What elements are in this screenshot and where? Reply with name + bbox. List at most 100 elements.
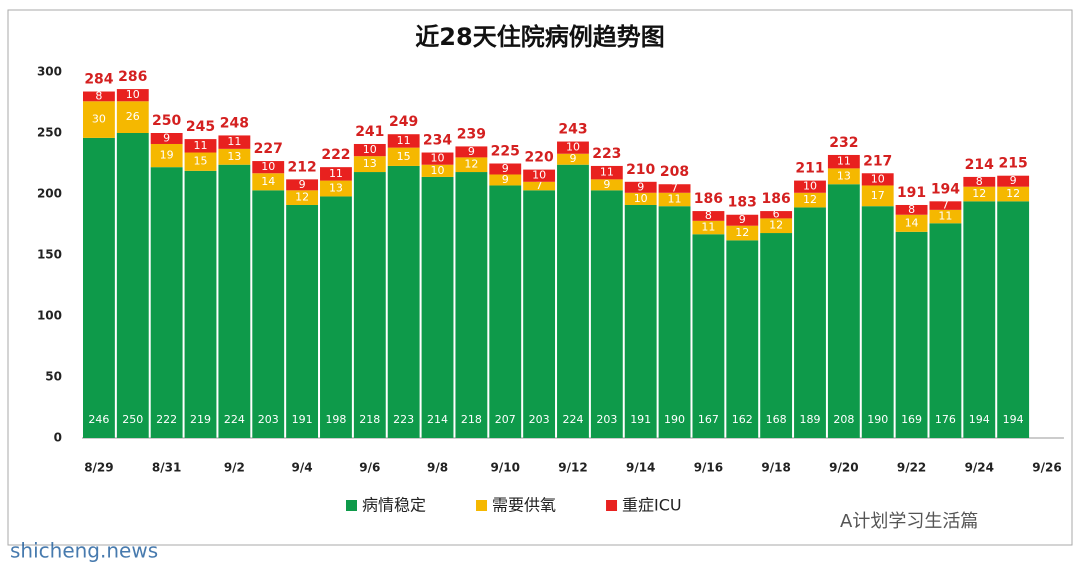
segment-label: 190	[867, 413, 888, 426]
segment-label: 208	[833, 413, 854, 426]
total-label: 284	[84, 72, 113, 88]
segment-label: 12	[769, 219, 783, 232]
segment-label: 168	[766, 413, 787, 426]
segment-label: 12	[972, 187, 986, 200]
x-tick-label: 9/12	[558, 461, 587, 475]
bar-segment	[963, 201, 996, 438]
bar-segment	[387, 134, 420, 148]
bar-segment	[794, 207, 826, 438]
segment-label: 11	[397, 134, 411, 147]
segment-label: 191	[630, 413, 651, 426]
bar-segment	[760, 211, 793, 219]
segment-label: 9	[1010, 174, 1017, 187]
segment-label: 9	[502, 173, 509, 186]
segment-label: 10	[431, 164, 445, 177]
bar-segment	[997, 201, 1030, 438]
x-tick-label: 9/6	[359, 461, 380, 475]
x-tick-label: 9/8	[427, 461, 448, 475]
bar-segment	[658, 184, 691, 193]
x-tick-label: 8/29	[84, 461, 113, 475]
bar-segment	[218, 148, 251, 165]
segment-label: 10	[871, 172, 885, 185]
x-tick-label: 9/14	[626, 461, 655, 475]
total-label: 239	[457, 126, 486, 142]
bar-segment	[184, 139, 217, 153]
bar-segment	[455, 157, 488, 173]
bar-segment	[489, 185, 522, 438]
x-tick-label: 9/16	[694, 461, 723, 475]
segment-label: 12	[1006, 187, 1020, 200]
bar-segment	[455, 172, 488, 439]
bar-segment	[557, 153, 589, 165]
bar-segment	[827, 168, 860, 185]
legend-swatch	[606, 500, 618, 511]
segment-label: 6	[773, 208, 780, 221]
total-label: 220	[524, 150, 553, 166]
bar-segment	[252, 161, 285, 174]
segment-label: 207	[495, 413, 516, 426]
segment-label: 224	[562, 413, 583, 426]
segment-label: 203	[258, 413, 279, 426]
segment-label: 11	[329, 167, 343, 180]
legend-label: 病情稳定	[362, 496, 426, 515]
total-label: 234	[423, 133, 452, 149]
total-label: 286	[118, 69, 147, 85]
bar-segment	[590, 165, 623, 180]
segment-label: 11	[837, 155, 851, 168]
bar-segment	[83, 101, 115, 138]
segment-label: 15	[194, 155, 208, 168]
total-label: 214	[965, 157, 994, 173]
bar-segment	[523, 169, 556, 182]
legend-swatch	[476, 500, 488, 511]
segment-label: 13	[329, 182, 343, 195]
y-tick-label: 150	[37, 248, 62, 262]
bar-segment	[624, 204, 657, 438]
bar-segment	[252, 173, 285, 191]
total-label: 194	[931, 181, 960, 197]
bar-segment	[726, 240, 759, 438]
segment-label: 218	[461, 413, 482, 426]
segment-label: 218	[359, 413, 380, 426]
bar-segment	[827, 154, 860, 169]
x-tick-label: 9/22	[897, 461, 926, 475]
bar-segment	[150, 143, 183, 168]
segment-label: 19	[160, 149, 174, 162]
segment-label: 12	[295, 191, 309, 204]
bar-segment	[523, 190, 556, 438]
total-label: 186	[694, 191, 723, 207]
bar-segment	[929, 223, 962, 438]
segment-label: 30	[92, 113, 106, 126]
segment-label: 11	[668, 192, 682, 205]
x-tick-label: 9/20	[829, 461, 858, 475]
total-label: 210	[626, 162, 655, 178]
bar-segment	[489, 174, 522, 186]
segment-label: 9	[502, 162, 509, 175]
watermark: A计划学习生活篇	[840, 511, 978, 532]
segment-label: 12	[735, 226, 749, 239]
bar-segment	[320, 196, 352, 438]
total-label: 227	[254, 141, 283, 157]
segment-label: 9	[163, 131, 170, 144]
bar-segment	[252, 190, 285, 438]
segment-label: 11	[938, 210, 952, 223]
segment-label: 9	[603, 178, 610, 191]
segment-label: 194	[1003, 413, 1024, 426]
bar-segment	[353, 143, 386, 157]
segment-label: 9	[299, 178, 306, 191]
bar-segment	[658, 206, 691, 438]
segment-label: 219	[190, 413, 211, 426]
segment-label: 10	[431, 152, 445, 165]
segment-label: 7	[671, 182, 678, 195]
total-label: 225	[491, 144, 520, 160]
bar-segment	[726, 225, 759, 241]
legend-label: 重症ICU	[622, 496, 682, 515]
bar-segment	[353, 172, 386, 439]
segment-label: 203	[529, 413, 550, 426]
segment-label: 10	[363, 143, 377, 156]
bar-segment	[692, 220, 725, 235]
segment-label: 14	[261, 175, 275, 188]
segment-label: 26	[126, 110, 140, 123]
bar-segment	[963, 186, 996, 202]
segment-label: 10	[634, 192, 648, 205]
legend-swatch	[346, 500, 357, 511]
